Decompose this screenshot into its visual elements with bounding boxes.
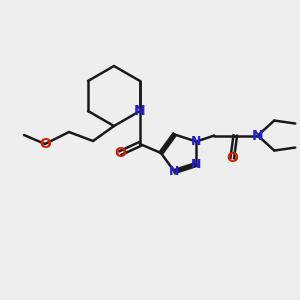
Text: O: O	[226, 151, 238, 165]
Text: N: N	[252, 128, 264, 142]
Text: N: N	[169, 165, 180, 178]
Text: N: N	[134, 104, 146, 118]
Text: O: O	[115, 146, 126, 160]
Text: N: N	[191, 158, 201, 171]
Text: O: O	[39, 137, 51, 151]
Text: N: N	[191, 135, 201, 148]
